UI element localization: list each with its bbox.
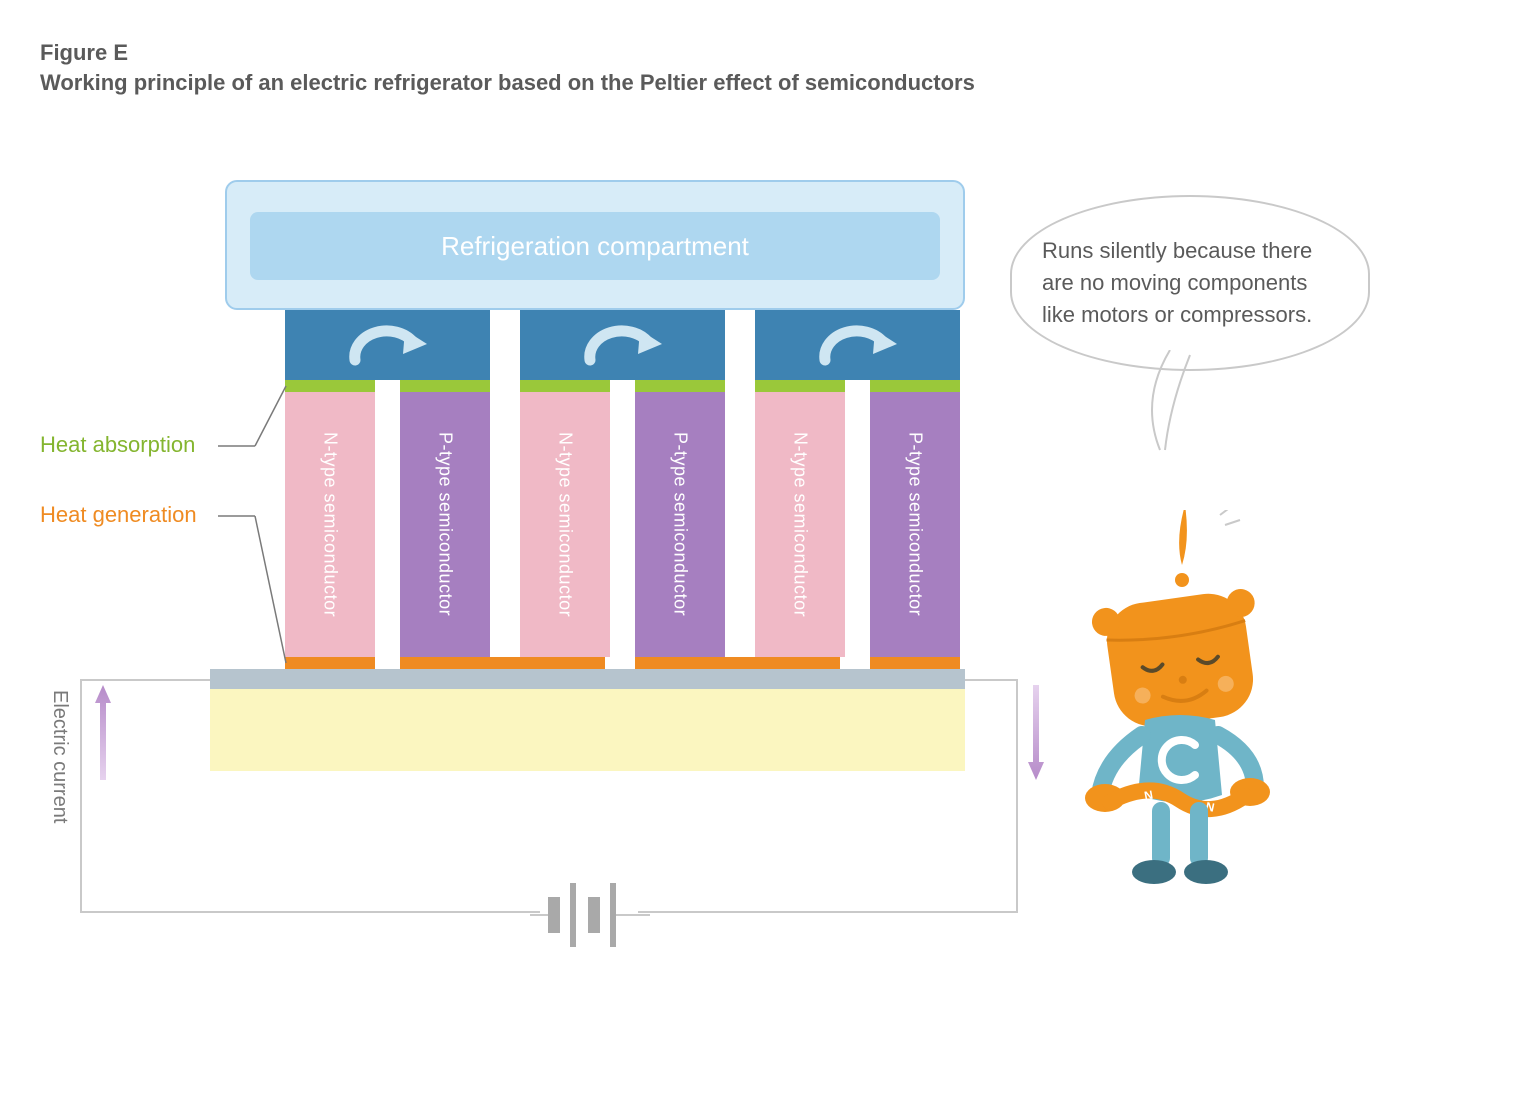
heat-absorption-strip (520, 380, 610, 392)
flow-arrow-icon (578, 320, 668, 370)
p-type-semiconductor: P-type semiconductor (870, 392, 960, 657)
speech-bubble-tail-icon (1130, 350, 1210, 470)
electric-current-label: Electric current (48, 690, 71, 823)
heat-generation-strip (870, 657, 960, 669)
heat-absorption-strip (635, 380, 725, 392)
heat-absorption-strip (400, 380, 490, 392)
p-type-semiconductor: P-type semiconductor (400, 392, 490, 657)
semiconductor-label: N-type semiconductor (555, 432, 576, 617)
compartment-label: Refrigeration compartment (441, 231, 749, 262)
semiconductor-label: P-type semiconductor (905, 432, 926, 616)
circuit-wire-bottom-l (80, 911, 540, 913)
flow-arrow-icon (343, 320, 433, 370)
current-arrow-down-icon (1028, 685, 1044, 780)
speech-bubble-text: Runs silently because there are no movin… (1042, 238, 1312, 327)
semiconductor-label: N-type semiconductor (790, 432, 811, 617)
legend-heat-generation: Heat generation (40, 502, 197, 528)
heat-absorption-strip (870, 380, 960, 392)
semiconductor-label: P-type semiconductor (670, 432, 691, 616)
figure-title: Working principle of an electric refrige… (40, 70, 1481, 96)
refrigeration-compartment-inner: Refrigeration compartment (250, 212, 940, 280)
figure-label: Figure E (40, 40, 1481, 66)
n-type-semiconductor: N-type semiconductor (755, 392, 845, 657)
semiconductor-label: P-type semiconductor (435, 432, 456, 616)
heat-absorption-strip (285, 380, 375, 392)
p-type-semiconductor: P-type semiconductor (635, 392, 725, 657)
heat-generation-strip (635, 657, 840, 669)
legend-heat-absorption: Heat absorption (40, 432, 195, 458)
circuit-wire-right (965, 679, 1018, 681)
current-arrow-up-icon (95, 685, 111, 780)
circuit-wire-right-v (1016, 679, 1018, 913)
heat-sink (210, 689, 965, 771)
circuit-wire-bottom-r (638, 911, 1018, 913)
heat-absorption-strip (755, 380, 845, 392)
mascot-character: N N (1050, 510, 1310, 910)
speech-bubble: Runs silently because there are no movin… (1010, 195, 1370, 371)
cold-junction-block (520, 310, 725, 380)
cold-junction-block (755, 310, 960, 380)
n-type-semiconductor: N-type semiconductor (285, 392, 375, 657)
battery-icon (530, 875, 650, 955)
circuit-wire-left (80, 679, 210, 681)
cold-junction-block (285, 310, 490, 380)
semiconductor-label: N-type semiconductor (320, 432, 341, 617)
flow-arrow-icon (813, 320, 903, 370)
peltier-diagram: Refrigeration compartment N-type semicon… (40, 180, 1480, 980)
circuit-wire-left-v (80, 679, 82, 911)
base-plate (210, 669, 965, 689)
n-type-semiconductor: N-type semiconductor (520, 392, 610, 657)
heat-generation-strip (285, 657, 375, 669)
heat-generation-strip (400, 657, 605, 669)
